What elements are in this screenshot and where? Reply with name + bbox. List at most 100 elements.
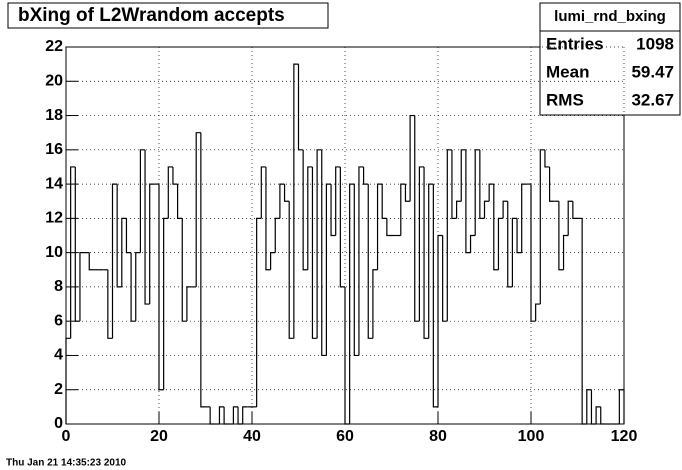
histogram-bin xyxy=(335,166,341,236)
histogram-bin xyxy=(451,149,457,219)
histogram-bin xyxy=(149,183,155,305)
histogram-bin xyxy=(432,184,438,408)
histogram-bin xyxy=(562,234,569,270)
histogram-bin xyxy=(376,183,383,270)
histogram-bin xyxy=(586,389,592,424)
histogram-bin xyxy=(107,269,113,339)
histogram-bin xyxy=(460,149,466,202)
histogram-bin xyxy=(125,218,132,254)
histogram-bin xyxy=(409,114,415,202)
histogram-bin xyxy=(74,166,80,322)
histogram-bin xyxy=(130,252,136,322)
histogram-bin xyxy=(163,217,169,390)
histogram-bin xyxy=(474,149,480,236)
histogram-bin xyxy=(265,166,271,271)
histogram-bin xyxy=(414,115,420,322)
histogram-bin xyxy=(456,200,462,219)
histogram-bin xyxy=(223,406,229,425)
stats-value: 1098 xyxy=(636,34,674,53)
histogram-bin xyxy=(507,201,513,288)
x-tick-label: 120 xyxy=(611,428,638,445)
histogram-bin xyxy=(530,184,536,322)
stats-value: 59.47 xyxy=(631,62,674,81)
histogram-bin xyxy=(158,184,164,391)
histogram-bin xyxy=(307,166,313,270)
y-tick-label: 14 xyxy=(45,175,63,192)
stats-frame xyxy=(539,2,681,116)
histogram-bin xyxy=(237,406,243,425)
histogram-bin xyxy=(209,406,215,425)
histogram-bin xyxy=(549,166,555,202)
histogram-bin xyxy=(297,64,304,151)
stats-label: Entries xyxy=(546,34,604,53)
histogram-bin xyxy=(386,218,392,237)
histogram-bin xyxy=(70,166,76,339)
histogram-bin xyxy=(177,184,183,219)
histogram-bin xyxy=(590,389,597,425)
histogram-bin xyxy=(595,406,601,424)
histogram-bin xyxy=(293,63,299,339)
y-tick-label: 20 xyxy=(45,72,63,89)
chart-title: bXing of L2Wrandom accepts xyxy=(18,5,285,26)
histogram-bin xyxy=(339,166,345,288)
histogram-bin xyxy=(618,389,625,424)
histogram-bin xyxy=(418,166,425,322)
stats-box: lumi_rnd_bxing Entries 1098 Mean 59.47 RMS 32.… xyxy=(539,2,681,116)
histogram-bin xyxy=(511,217,518,287)
y-tick-label: 4 xyxy=(54,347,63,364)
histogram-bin xyxy=(381,184,387,219)
y-tick-label: 16 xyxy=(45,141,63,158)
y-tick-label: 18 xyxy=(45,107,63,124)
histogram-bin xyxy=(321,149,327,357)
histogram-bin xyxy=(469,234,476,253)
histogram-bin xyxy=(349,183,355,424)
histogram-bin xyxy=(195,132,201,287)
y-tick-label: 2 xyxy=(54,381,63,398)
footer: Thu Jan 21 14:35:23 2010 xyxy=(6,458,127,469)
histogram-bin xyxy=(600,406,606,425)
x-tick-label: 60 xyxy=(336,428,354,445)
histogram-bin xyxy=(567,200,573,236)
x-tick-label: 100 xyxy=(518,428,545,445)
stats-title: lumi_rnd_bxing xyxy=(554,8,666,25)
histogram-bin xyxy=(135,252,141,322)
histogram-bin xyxy=(502,200,508,219)
y-tick-label: 6 xyxy=(54,312,63,329)
histogram-bin xyxy=(325,183,332,356)
histogram-bin xyxy=(167,166,173,219)
histogram-bin xyxy=(288,201,294,339)
histogram-bin xyxy=(400,183,406,236)
stats-label: RMS xyxy=(546,90,584,109)
histogram-bin xyxy=(353,184,359,357)
histogram-bin xyxy=(311,166,318,339)
histogram-bin xyxy=(497,217,504,270)
histogram-bin xyxy=(116,184,122,288)
histogram-bin xyxy=(232,406,239,424)
histogram-bin xyxy=(493,184,499,271)
y-tick-label: 10 xyxy=(45,244,63,261)
stats-value: 32.67 xyxy=(631,90,674,109)
histogram-bin xyxy=(483,200,490,219)
x-tick-label: 20 xyxy=(150,428,168,445)
histogram-bin xyxy=(65,337,71,424)
histogram-bin xyxy=(446,149,452,322)
x-tick-label: 0 xyxy=(62,428,71,445)
histogram-bin xyxy=(367,184,373,339)
histogram-bin xyxy=(372,269,378,339)
histogram-bin xyxy=(274,217,280,253)
histogram-bin xyxy=(121,217,127,287)
histogram-bin xyxy=(358,166,364,356)
x-tick-label: 40 xyxy=(243,428,261,445)
histogram-bin xyxy=(279,183,285,219)
histogram-bin xyxy=(172,166,178,185)
histogram-bin xyxy=(516,218,522,254)
histogram-bin xyxy=(79,252,85,322)
title-box xyxy=(7,2,329,29)
histogram-bin xyxy=(465,149,471,254)
histogram-bin xyxy=(479,149,485,219)
histogram-bin xyxy=(283,184,290,202)
histogram-bin xyxy=(139,149,146,253)
histogram-bin xyxy=(442,235,448,322)
